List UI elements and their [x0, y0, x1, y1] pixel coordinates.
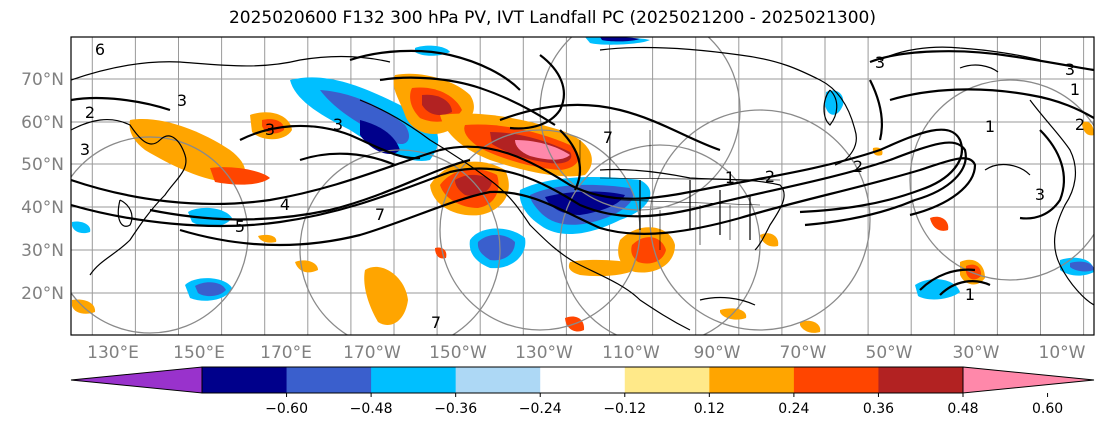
contour-label: 2 — [765, 167, 775, 186]
positive-pv-region — [568, 259, 640, 277]
positive-pv-region — [1082, 121, 1094, 136]
contour-label: 3 — [265, 120, 275, 139]
latitude-label: 40°N — [21, 198, 64, 218]
colorbar-segment — [202, 367, 288, 393]
contour-label: 1 — [1070, 80, 1080, 99]
longitude-label: 70°W — [780, 343, 827, 363]
latitude-label: 70°N — [21, 70, 64, 90]
contour-label: 3 — [177, 91, 187, 110]
colorbar-tick-label: 0.12 — [694, 401, 725, 417]
longitude-label: 50°W — [866, 343, 913, 363]
longitude-label: 90°W — [694, 343, 741, 363]
contour-label: 6 — [95, 40, 105, 59]
contour-label: 3 — [875, 53, 885, 72]
colorbar-segment — [540, 367, 626, 393]
negative-pv-region — [360, 120, 400, 155]
colorbar-extend-max — [962, 366, 1095, 394]
longitude-label: 150°E — [173, 343, 225, 363]
positive-pv-region — [455, 174, 492, 196]
positive-pv-region — [631, 237, 666, 264]
negative-pv-region — [1070, 261, 1094, 272]
shaded-field — [72, 37, 1094, 333]
positive-pv-region — [129, 119, 245, 182]
negative-pv-region — [600, 37, 640, 42]
positive-pv-region — [364, 266, 408, 326]
contour-label: 3 — [1035, 185, 1045, 204]
contour-label: 3 — [80, 140, 90, 159]
colorbar-segment — [455, 367, 541, 393]
longitude-label: 10°W — [1039, 343, 1086, 363]
map-frame — [70, 36, 1095, 336]
positive-pv-region — [800, 320, 821, 333]
colorbar-tick-label: −0.12 — [603, 401, 646, 417]
contour-label: 7 — [375, 205, 385, 224]
positive-pv-region — [966, 264, 982, 280]
negative-pv-region — [477, 234, 515, 261]
contour-label: 1 — [725, 168, 735, 187]
colorbar: −0.60 −0.48 −0.36 −0.24 −0.12 0.12 0.24 0.36 0.4… — [70, 366, 1095, 417]
longitude-labels: 130°E 150°E 170°E 170°W 150°W 130°W 110°W 90°W 7… — [87, 343, 1086, 363]
colorbar-extend-min — [70, 366, 203, 394]
contour-label: 7 — [431, 313, 441, 332]
colorbar-tick-label: −0.36 — [434, 401, 477, 417]
latitude-label: 30°N — [21, 241, 64, 261]
contour-label: 4 — [280, 195, 290, 214]
contour-label: 2 — [85, 103, 95, 122]
negative-pv-region — [72, 221, 91, 234]
positive-pv-region — [515, 140, 570, 160]
colorbar-segment — [793, 367, 879, 393]
colorbar-segment — [624, 367, 710, 393]
colorbar-tick-label: 0.24 — [778, 401, 809, 417]
colorbar-tick-label: 0.48 — [947, 401, 978, 417]
negative-pv-region — [195, 282, 226, 297]
latitude-label: 60°N — [21, 113, 64, 133]
colorbar-tick-label: 0.60 — [1032, 401, 1063, 417]
contour-label: 3 — [333, 115, 343, 134]
colorbar-segment — [878, 367, 964, 393]
colorbar-segment — [371, 367, 457, 393]
positive-pv-region — [422, 94, 452, 116]
contour-label: 5 — [235, 217, 245, 236]
colorbar-segment — [286, 367, 372, 393]
colorbar-tick-label: −0.24 — [519, 401, 562, 417]
latitude-labels: 70°N 60°N 50°N 40°N 30°N 20°N — [21, 70, 64, 304]
positive-pv-region — [258, 234, 277, 243]
contour-label: 2 — [1075, 115, 1085, 134]
longitude-label: 170°E — [260, 343, 312, 363]
negative-pv-region — [825, 90, 844, 115]
map-title: 2025020600 F132 300 hPa PV, IVT Landfall… — [228, 8, 876, 28]
colorbar-tick-label: −0.48 — [350, 401, 393, 417]
longitude-label: 130°W — [515, 343, 573, 363]
contour-label: 2 — [853, 157, 863, 176]
longitude-label: 150°W — [429, 343, 487, 363]
latitude-label: 20°N — [21, 284, 64, 304]
contour-label: 3 — [1065, 60, 1075, 79]
latitude-label: 50°N — [21, 155, 64, 175]
colorbar-tick-label: −0.60 — [265, 401, 308, 417]
negative-pv-region — [320, 90, 410, 145]
contour-label: 7 — [603, 128, 613, 147]
longitude-label: 130°E — [87, 343, 139, 363]
longitude-label: 30°W — [953, 343, 1000, 363]
longitude-label: 110°W — [602, 343, 660, 363]
longitude-label: 170°W — [343, 343, 401, 363]
colorbar-segment — [709, 367, 795, 393]
coastlines — [71, 46, 1094, 331]
contour-label: 1 — [965, 285, 975, 304]
contour-label: 1 — [985, 117, 995, 136]
pv-contours — [71, 49, 1094, 296]
colorbar-outline — [201, 366, 964, 394]
colorbar-tick-label: 0.36 — [863, 401, 894, 417]
positive-pv-region — [930, 216, 949, 231]
